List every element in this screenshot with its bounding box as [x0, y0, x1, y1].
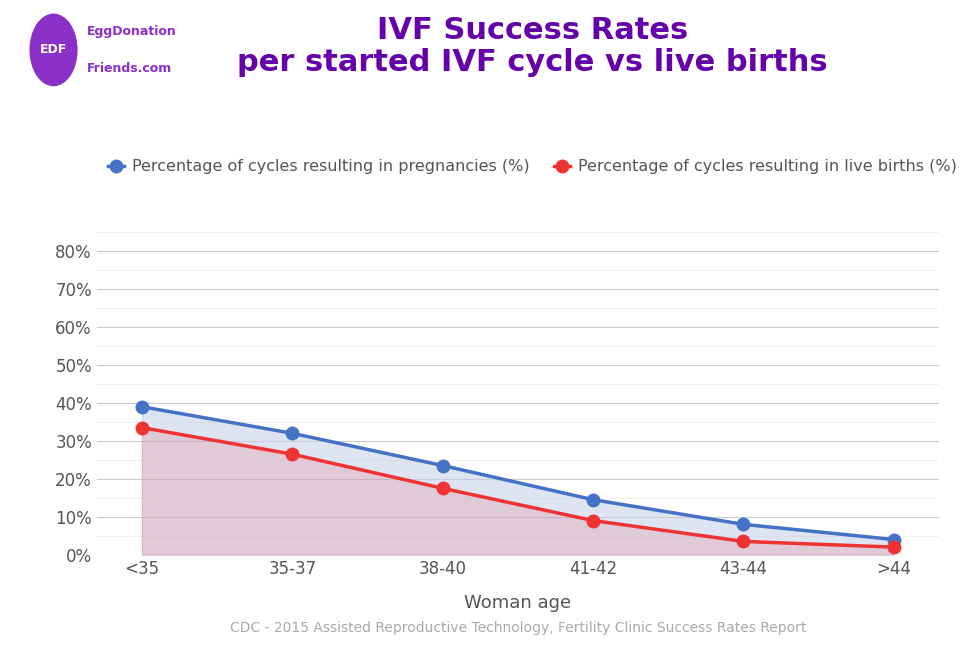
- Text: IVF Success Rates: IVF Success Rates: [377, 16, 688, 45]
- Percentage of cycles resulting in pregnancies (%): [287, 430, 298, 437]
- Text: per started IVF cycle vs live births: per started IVF cycle vs live births: [237, 48, 828, 77]
- Line: Percentage of cycles resulting in pregnancies (%): Percentage of cycles resulting in pregna…: [136, 401, 900, 546]
- Text: Woman age: Woman age: [465, 594, 571, 612]
- Text: EggDonation: EggDonation: [87, 25, 177, 38]
- Percentage of cycles resulting in pregnancies (%): [888, 535, 899, 543]
- Percentage of cycles resulting in live births (%): [136, 424, 148, 432]
- Percentage of cycles resulting in live births (%): [888, 543, 899, 551]
- Text: EDF: EDF: [40, 43, 67, 56]
- Percentage of cycles resulting in live births (%): [437, 484, 448, 492]
- Percentage of cycles resulting in live births (%): [287, 450, 298, 458]
- Ellipse shape: [30, 14, 76, 86]
- Percentage of cycles resulting in pregnancies (%): [437, 462, 448, 470]
- Text: CDC - 2015 Assisted Reproductive Technology, Fertility Clinic Success Rates Repo: CDC - 2015 Assisted Reproductive Technol…: [229, 621, 806, 635]
- Line: Percentage of cycles resulting in live births (%): Percentage of cycles resulting in live b…: [136, 421, 900, 553]
- Legend: Percentage of cycles resulting in pregnancies (%), Percentage of cycles resultin: Percentage of cycles resulting in pregna…: [102, 153, 963, 181]
- Percentage of cycles resulting in live births (%): [588, 517, 599, 524]
- Text: Friends.com: Friends.com: [87, 62, 172, 75]
- Percentage of cycles resulting in pregnancies (%): [588, 496, 599, 504]
- Percentage of cycles resulting in pregnancies (%): [738, 521, 749, 528]
- Percentage of cycles resulting in live births (%): [738, 537, 749, 545]
- Percentage of cycles resulting in pregnancies (%): [136, 403, 148, 411]
